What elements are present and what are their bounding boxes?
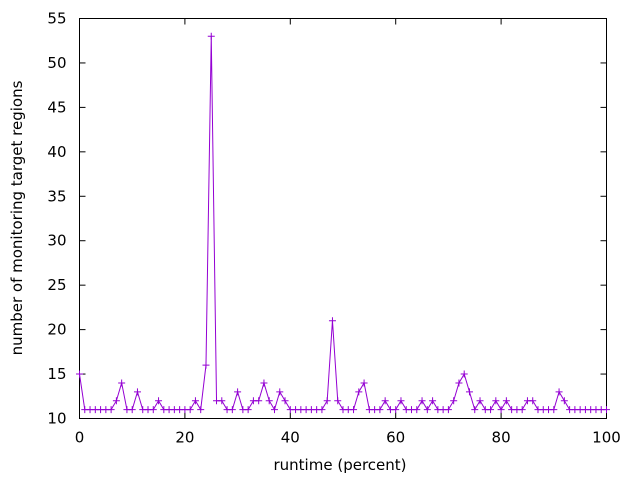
x-axis-label: runtime (percent) xyxy=(274,456,407,474)
y-tick-label: 30 xyxy=(47,232,66,250)
data-point xyxy=(376,406,384,414)
y-tick-label: 45 xyxy=(47,98,66,116)
data-point xyxy=(397,397,405,405)
data-point xyxy=(281,397,289,405)
data-point xyxy=(128,406,136,414)
data-point xyxy=(234,388,242,396)
x-tick-label: 40 xyxy=(281,429,300,447)
data-point xyxy=(476,397,484,405)
data-point xyxy=(265,397,273,405)
data-point xyxy=(107,406,115,414)
y-tick-label: 20 xyxy=(47,321,66,339)
data-point xyxy=(471,406,479,414)
y-tick-label: 15 xyxy=(47,365,66,383)
data-point xyxy=(355,388,363,396)
data-point xyxy=(155,397,163,405)
data-point xyxy=(529,397,537,405)
x-tick-label: 20 xyxy=(175,429,194,447)
data-point xyxy=(334,397,342,405)
y-tick-label: 55 xyxy=(47,10,66,28)
data-point xyxy=(255,397,263,405)
data-point xyxy=(487,406,495,414)
y-tick-label: 25 xyxy=(47,276,66,294)
y-tick-label: 10 xyxy=(47,410,66,428)
data-point xyxy=(207,32,215,40)
x-tick-label: 80 xyxy=(492,429,511,447)
data-point xyxy=(360,379,368,387)
x-tick-label: 0 xyxy=(75,429,85,447)
data-point xyxy=(497,406,505,414)
data-point xyxy=(260,379,268,387)
data-point xyxy=(276,388,284,396)
data-point xyxy=(444,406,452,414)
y-tick-label: 40 xyxy=(47,143,66,161)
data-point xyxy=(328,317,336,325)
y-tick-label: 35 xyxy=(47,187,66,205)
data-point xyxy=(423,406,431,414)
data-point xyxy=(455,379,463,387)
data-point xyxy=(323,397,331,405)
data-point xyxy=(381,397,389,405)
data-point xyxy=(318,406,326,414)
data-point xyxy=(555,388,563,396)
data-point xyxy=(603,406,610,414)
data-point xyxy=(197,406,205,414)
data-point xyxy=(186,406,194,414)
data-point xyxy=(465,388,473,396)
data-point xyxy=(460,370,468,378)
plot-frame xyxy=(79,18,607,419)
data-point xyxy=(502,397,510,405)
data-point xyxy=(133,388,141,396)
data-point xyxy=(550,406,558,414)
data-point xyxy=(112,397,120,405)
data-point xyxy=(118,379,126,387)
axis-ticks xyxy=(79,18,607,419)
data-point xyxy=(228,406,236,414)
series-line xyxy=(79,36,607,412)
data-point xyxy=(350,406,358,414)
data-point xyxy=(191,397,199,405)
data-point xyxy=(202,361,210,369)
data-point xyxy=(244,406,252,414)
x-tick-label: 100 xyxy=(592,429,621,447)
data-point xyxy=(429,397,437,405)
data-series xyxy=(76,32,610,414)
data-point xyxy=(413,406,421,414)
data-point xyxy=(76,370,83,378)
data-point xyxy=(149,406,157,414)
tick-labels: 0 20 40 60 80 100 10 15 20 25 30 35 40 45 50 55 xyxy=(47,10,620,447)
x-tick-label: 60 xyxy=(386,429,405,447)
data-point xyxy=(392,406,400,414)
data-point xyxy=(450,397,458,405)
data-point xyxy=(518,406,526,414)
y-tick-label: 50 xyxy=(47,54,66,72)
data-point xyxy=(492,397,500,405)
data-point xyxy=(418,397,426,405)
data-point xyxy=(270,406,278,414)
data-point xyxy=(560,397,568,405)
y-axis-label: number of monitoring target regions xyxy=(8,80,26,355)
data-point xyxy=(218,397,226,405)
